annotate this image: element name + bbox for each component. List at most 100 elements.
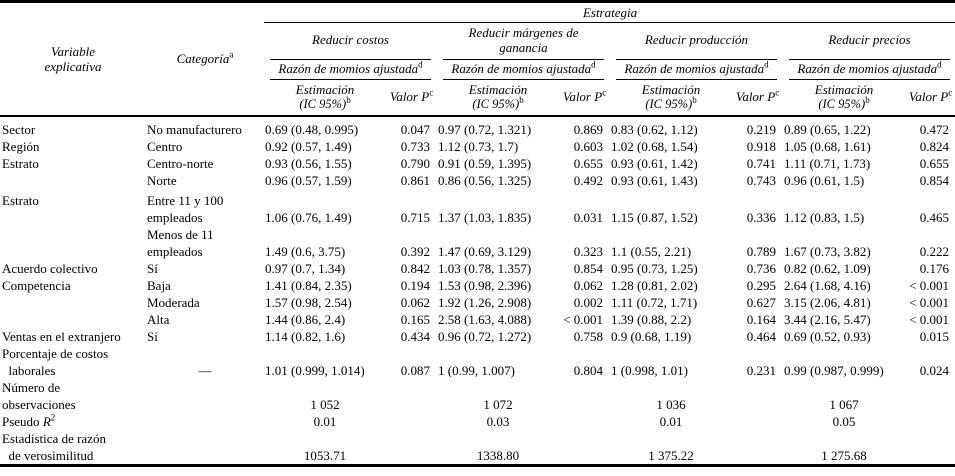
categoria-cell: Entre 11 y 100 empleados — [147, 192, 224, 225]
momios-label: Razón de momios ajustada — [278, 60, 419, 76]
estimacion-cell: 1.92 (1.26, 2.908) — [438, 294, 532, 310]
valor-p-cell: 0.627 — [746, 294, 776, 310]
valor-p-cell: 0.758 — [573, 328, 603, 344]
empty-cell — [386, 379, 437, 413]
valor-p-cell: 0.434 — [400, 328, 430, 344]
empty-cell — [559, 430, 610, 466]
valor-p-cell: 0.790 — [400, 155, 430, 171]
valor-p-cell: 0.164 — [746, 311, 776, 327]
valor-p-cell: 0.062 — [400, 294, 430, 310]
valor-p-cell: 0.854 — [919, 172, 950, 188]
valor-p-cell: 0.002 — [573, 294, 603, 310]
valor-p-cell: 0.015 — [919, 328, 950, 344]
col-header-estimacion: Estimación (IC 95%)b — [610, 79, 732, 117]
categoria-footnote-mark: a — [229, 49, 234, 60]
table-row-norte: Norte 0.96 (0.57, 1.59) 0.861 0.86 (0.56… — [0, 172, 955, 189]
variable-cell: Estrato — [2, 155, 39, 171]
estimacion-cell: 1.41 (0.84, 2.35) — [265, 277, 352, 293]
estimacion-cell: 0.93 (0.56, 1.55) — [265, 155, 352, 171]
valor-p-cell: 0.743 — [746, 172, 776, 188]
momios-header: Razón de momios ajustadad — [264, 60, 437, 80]
valor-p-cell: 0.736 — [746, 260, 776, 276]
estimacion-cell: 1.53 (0.98, 2.396) — [438, 277, 532, 293]
momios-footnote-mark: d — [764, 59, 769, 70]
col-header-estimacion: Estimación (IC 95%)b — [437, 79, 559, 117]
valor-p-cell: 0.295 — [746, 277, 776, 293]
summary-label: Número de observaciones — [2, 379, 76, 412]
summary-value: 0.01 — [313, 413, 337, 429]
valor-p-cell: 0.733 — [400, 138, 430, 154]
empty-cell — [386, 430, 437, 466]
group-label: Reducir precios — [789, 23, 951, 60]
estimacion-cell: 0.95 (0.73, 1.25) — [611, 260, 698, 276]
valor-p-cell: 0.842 — [400, 260, 430, 276]
estimacion-cell: 1.44 (0.86, 2.4) — [265, 311, 346, 327]
valor-p-cell: < 0.001 — [909, 311, 950, 327]
estimacion-cell: 1.11 (0.72, 1.71) — [611, 294, 698, 310]
valor-p-cell: 0.392 — [400, 243, 430, 259]
estimacion-cell: 1.57 (0.98, 2.54) — [265, 294, 352, 310]
valor-p-cell: < 0.001 — [909, 277, 950, 293]
valor-p-cell: 0.655 — [919, 155, 950, 171]
empty-cell — [732, 379, 783, 413]
estimacion-cell: 0.93 (0.61, 1.42) — [611, 155, 698, 171]
estrategia-spanner-header: Estrategia — [264, 1, 955, 23]
categoria-cell: Centro-norte — [147, 155, 214, 171]
categoria-label: Categoría — [176, 51, 230, 67]
valor-p-cell: 0.603 — [573, 138, 603, 154]
momios-footnote-mark: d — [418, 59, 423, 70]
categoria-cell: Sí — [147, 328, 158, 344]
summary-label: Pseudo R2 — [2, 412, 56, 429]
valor-p-cell: 0.464 — [746, 328, 776, 344]
momios-footnote-mark: d — [591, 59, 596, 70]
variable-cell: Porcentaje de costos laborales — [2, 345, 109, 378]
categoria-cell: No manufacturero — [147, 121, 242, 137]
estimacion-cell: 3.44 (2.16, 5.47) — [784, 311, 871, 327]
estimacion-cell: 1.67 (0.73, 3.82) — [784, 243, 871, 259]
estimacion-cell: 3.15 (2.06, 4.81) — [784, 294, 871, 310]
valor-p-cell: 0.472 — [919, 121, 950, 137]
table-row-competencia-alta: Alta 1.44 (0.86, 2.4) 0.165 2.58 (1.63, … — [0, 311, 955, 328]
estimacion-cell: 0.99 (0.987, 0.999) — [784, 362, 884, 378]
momios-footnote-mark: d — [937, 59, 942, 70]
variable-cell — [0, 172, 146, 189]
col-header-valor-p: Valor Pc — [559, 79, 610, 117]
estimacion-cell: 1.49 (0.6, 3.75) — [265, 243, 346, 259]
table-row-costos-laborales: Porcentaje de costos laborales — 1.01 (0… — [0, 345, 955, 379]
group-label: Reducir costos — [270, 23, 431, 60]
estimacion-cell: 1.12 (0.83, 1.5) — [784, 209, 865, 225]
valor-p-cell: 0.087 — [400, 362, 430, 378]
valor-p-cell: 0.047 — [400, 121, 430, 137]
summary-value: 0.03 — [486, 413, 510, 429]
summary-value: 1 036 — [656, 396, 686, 412]
empty-cell — [905, 379, 955, 413]
valor-p-cell: 0.165 — [400, 311, 430, 327]
estimacion-cell: 0.9 (0.68, 1.19) — [611, 328, 692, 344]
summary-value: 1 375.22 — [648, 447, 694, 463]
variable-cell: Competencia — [2, 277, 71, 293]
estimacion-cell: 0.91 (0.59, 1.395) — [438, 155, 532, 171]
table-header: Variable explicativa Categoríaa Estrateg… — [0, 1, 955, 117]
table-body: Sector No manufacturero 0.69 (0.48, 0.99… — [0, 116, 955, 466]
empty-cell — [905, 430, 955, 466]
col-header-categoria: Categoríaa — [146, 1, 264, 117]
valor-p-cell: 0.824 — [919, 138, 950, 154]
group-header-reducir-precios: Reducir precios — [783, 23, 955, 60]
variable-cell: Sector — [2, 121, 36, 137]
valor-p-cell: 0.062 — [573, 277, 603, 293]
valor-p-cell: 0.231 — [746, 362, 776, 378]
header-row-strategy-groups: Reducir costos Reducir márgenes de ganan… — [0, 23, 955, 60]
valor-p-cell: < 0.001 — [909, 294, 950, 310]
categoria-cell: Norte — [147, 172, 177, 188]
summary-value: 0.01 — [659, 413, 683, 429]
header-row-columns: Estimación (IC 95%)b Valor Pc Estimación(… — [0, 79, 955, 117]
valor-p-cell: 0.655 — [573, 155, 603, 171]
group-header-reducir-produccion: Reducir producción — [610, 23, 783, 60]
table-row-region: Región Centro 0.92 (0.57, 1.49) 0.733 1.… — [0, 138, 955, 155]
empty-cell — [559, 413, 610, 430]
estimacion-cell: 1.47 (0.69, 3.129) — [438, 243, 532, 259]
estimacion-cell: 0.92 (0.57, 1.49) — [265, 138, 352, 154]
valor-p-cell: 0.861 — [400, 172, 430, 188]
empty-cell — [732, 413, 783, 430]
